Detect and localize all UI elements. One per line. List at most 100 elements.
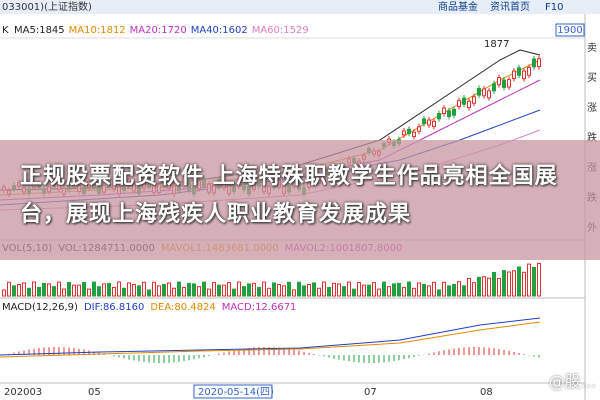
candle — [467, 100, 471, 109]
candle — [477, 88, 481, 96]
volume-bar — [417, 282, 421, 297]
legend-item: MA20:1720 — [130, 25, 187, 36]
candle — [537, 58, 541, 68]
price-box — [555, 23, 585, 37]
volume-bar — [172, 287, 176, 297]
volume-bar — [357, 282, 361, 297]
volume-bar — [27, 287, 31, 297]
volume-bar — [57, 281, 61, 297]
candle — [512, 70, 516, 80]
volume-bar — [517, 266, 521, 297]
volume-bar — [87, 288, 91, 297]
candle — [422, 118, 426, 125]
volume-bar — [472, 282, 476, 297]
tab[interactable]: 资讯首页 — [490, 0, 530, 13]
volume-bar — [257, 286, 261, 297]
candle — [427, 119, 431, 126]
volume-bar — [362, 284, 366, 297]
volume-bar — [317, 287, 321, 297]
candle — [412, 131, 416, 137]
volume-bar — [487, 277, 491, 297]
volume-bar — [522, 271, 526, 297]
side-label: 涨 — [587, 102, 597, 114]
volume-bar — [367, 284, 371, 297]
volume-bar — [477, 276, 481, 297]
volume-bar — [77, 284, 81, 297]
volume-bar — [67, 282, 71, 297]
volume-bar — [162, 283, 166, 297]
volume-bar — [262, 281, 266, 297]
volume-bar — [267, 287, 271, 297]
x-label: 202003 — [4, 387, 42, 398]
volume-bar — [52, 286, 56, 297]
candle — [402, 130, 406, 136]
volume-bar — [32, 281, 36, 297]
volume-bar — [347, 281, 351, 297]
volume-bar — [532, 266, 536, 297]
volume-bar — [502, 270, 506, 297]
volume-bar — [307, 283, 311, 297]
volume-bar — [537, 262, 541, 297]
volume-bar — [62, 288, 66, 297]
volume-bar — [337, 283, 341, 297]
volume-bar — [247, 283, 251, 297]
price-legend: K MA5:1845 MA10:1812 MA20:1720 MA40:1602 MA6… — [2, 25, 309, 36]
volume-bar — [342, 286, 346, 297]
legend-item: DEA:80.4824 — [150, 302, 215, 313]
volume-bar — [182, 286, 186, 297]
volume-bar — [197, 286, 201, 297]
volume-bar — [242, 286, 246, 297]
volume-bar — [482, 276, 486, 297]
candle — [507, 79, 511, 88]
x-label: 07 — [364, 387, 377, 398]
volume-bar — [112, 286, 116, 297]
legend-item: DIF:86.8160 — [84, 302, 144, 313]
volume-bar — [377, 288, 381, 297]
dif-line — [0, 317, 541, 356]
volume-bar — [402, 286, 406, 297]
volume-bar — [142, 281, 146, 297]
volume-bar — [407, 281, 411, 297]
volume-bar — [237, 281, 241, 297]
volume-bar — [442, 281, 446, 297]
candle — [492, 83, 496, 92]
tab[interactable]: F10 — [545, 2, 563, 13]
candle — [442, 107, 446, 114]
volume-bar — [72, 284, 76, 297]
volume-bar — [122, 287, 126, 297]
legend-item: MACD(12,26,9) — [2, 302, 78, 313]
volume-bar — [157, 285, 161, 297]
volume-bar — [282, 285, 286, 297]
volume-bar — [432, 281, 436, 297]
volume-bar — [397, 282, 401, 297]
x-label: 05 — [88, 387, 101, 398]
volume-bar — [192, 283, 196, 297]
volume-bar — [132, 284, 136, 297]
volume-bar — [227, 282, 231, 297]
price-box-label: 1900 — [557, 25, 582, 36]
volume-bar — [37, 286, 41, 297]
x-label: 08 — [480, 387, 493, 398]
candle — [447, 110, 451, 118]
side-label: 跌 — [587, 131, 597, 144]
legend-item: MA60:1529 — [252, 25, 309, 36]
volume-bar — [117, 281, 121, 297]
volume-bar — [297, 281, 301, 297]
volume-bar — [327, 286, 331, 297]
x-label: 2020-05-14(四) — [198, 387, 274, 398]
volume-bar — [17, 283, 21, 297]
volume-bar — [437, 289, 441, 297]
volume-bar — [167, 282, 171, 297]
volume-bar — [507, 271, 511, 297]
candle — [407, 128, 411, 134]
volume-bar — [322, 281, 326, 297]
volume-bar — [187, 282, 191, 297]
tab[interactable]: 商品基金 — [438, 0, 478, 13]
volume-bars — [2, 262, 541, 297]
symbol: 033001)(上证指数) — [2, 0, 92, 13]
volume-bar — [457, 281, 461, 297]
candle — [437, 113, 441, 120]
side-label: 买 — [587, 72, 597, 84]
volume-bar — [47, 283, 51, 297]
